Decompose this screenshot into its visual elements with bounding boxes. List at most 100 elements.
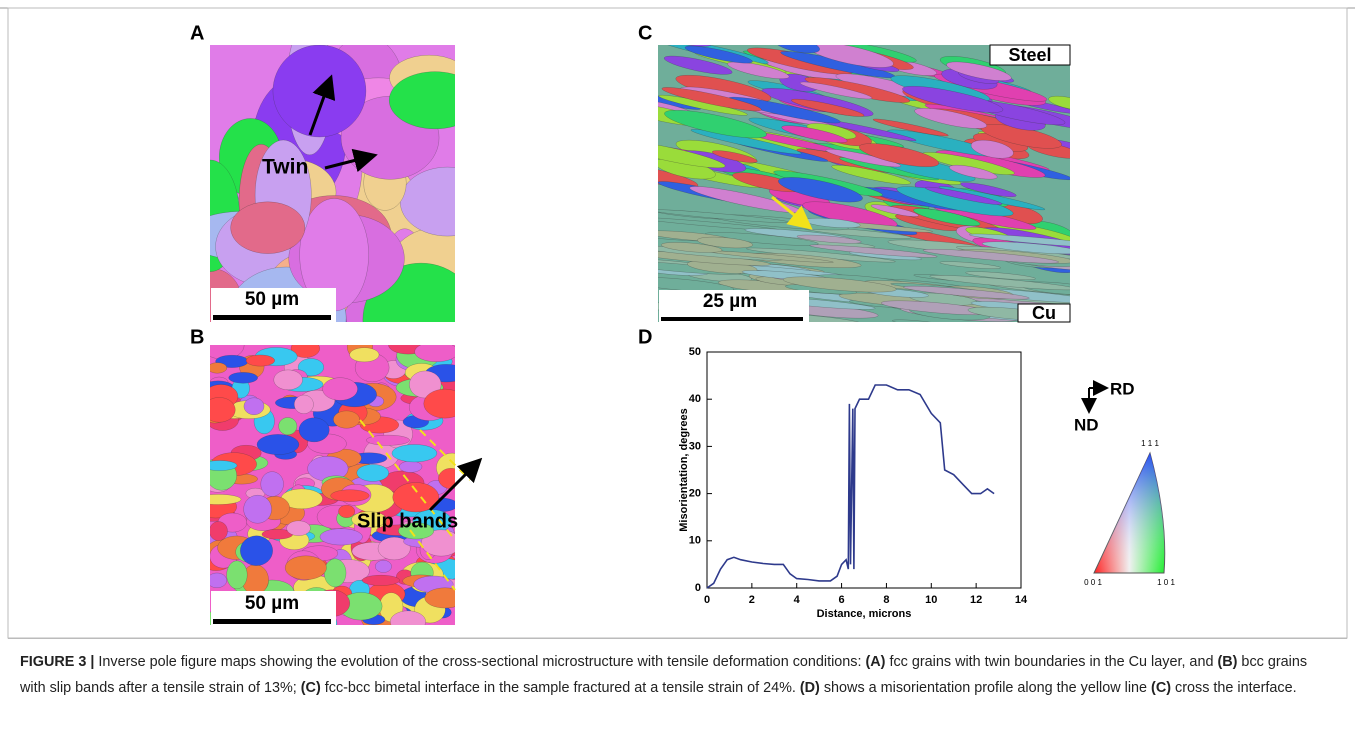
grain [278, 417, 298, 436]
scale-label: 50 µm [245, 593, 299, 614]
x-tick-label: 10 [925, 594, 937, 606]
grain [392, 482, 440, 513]
grain [661, 87, 762, 112]
caption-rule [8, 638, 1347, 639]
grain [240, 535, 273, 566]
grain [799, 81, 873, 100]
grain [981, 241, 1070, 255]
pole-label: 1 0 1 [1157, 578, 1175, 587]
caption-text: shows a misorientation profile along the… [819, 680, 1152, 696]
scale-label: 50 µm [245, 289, 299, 310]
grain [670, 9, 789, 48]
grain [230, 201, 306, 254]
grain [423, 388, 455, 419]
grain [286, 520, 311, 536]
x-tick-label: 0 [704, 594, 710, 606]
scale-bar [213, 315, 331, 320]
grain [924, 186, 1003, 205]
grain [782, 276, 897, 293]
grain [349, 347, 380, 363]
grain [858, 143, 939, 168]
x-tick-label: 14 [1015, 594, 1028, 606]
layer-label: Cu [1032, 303, 1056, 323]
arrow [771, 195, 813, 230]
grain [356, 464, 389, 482]
ipf-triangle-shade [1094, 453, 1165, 573]
panel-label: B [190, 326, 204, 348]
grain [694, 8, 742, 31]
grain [796, 234, 862, 244]
y-tick-label: 30 [689, 440, 701, 452]
grain [391, 444, 438, 463]
grain [913, 208, 981, 227]
grain [902, 86, 1004, 113]
grain [697, 236, 753, 249]
panel-label: C [638, 22, 652, 44]
figure: A Twin 50 µm B Slip bands 50 µm C Steel … [0, 2, 1355, 639]
grain [351, 511, 387, 528]
grain [294, 394, 314, 414]
panel-label: D [638, 326, 652, 348]
grain [243, 494, 272, 524]
x-tick-label: 6 [839, 594, 845, 606]
grain [870, 204, 919, 217]
grain [284, 555, 327, 580]
grain [333, 410, 360, 429]
grain [979, 332, 1091, 346]
caption-bold: (C) [300, 680, 321, 696]
grain [375, 560, 392, 573]
caption-bold: (C) [1151, 680, 1172, 696]
grain [778, 177, 863, 203]
grain [290, 345, 320, 358]
grain [949, 164, 998, 180]
grain [210, 345, 245, 360]
line-chart: 0 2 4 6 8 10 12 14 0 10 20 30 40 50 Distance, microns M… [678, 346, 1028, 620]
y-tick-label: 20 [689, 488, 701, 500]
grain [727, 61, 790, 79]
layer-label: Steel [1008, 45, 1051, 65]
grain [324, 558, 347, 588]
grain [825, 148, 902, 168]
pole-label: 0 0 1 [1084, 578, 1102, 587]
grain [944, 321, 1088, 340]
grain [210, 397, 236, 423]
grain [260, 471, 284, 497]
grain [970, 139, 1014, 159]
grain [891, 319, 943, 322]
x-tick-label: 12 [970, 594, 982, 606]
grain [664, 109, 767, 139]
caption-text: bcc grains with slip bands after a tensi… [20, 654, 1308, 696]
grain [831, 164, 911, 185]
grain [377, 536, 411, 561]
grain [272, 45, 367, 138]
grain [946, 61, 1012, 81]
grain [663, 55, 733, 75]
grain [210, 494, 242, 505]
caption: FIGURE 3 | Inverse pole figure maps show… [20, 649, 1320, 701]
grain [210, 521, 228, 541]
grain [929, 275, 1070, 291]
x-tick-label: 4 [794, 594, 801, 606]
grain [712, 150, 758, 163]
grain [692, 22, 736, 43]
grain [414, 345, 455, 362]
annotation: Twin [262, 156, 308, 179]
grain [256, 434, 300, 455]
grain [649, 2, 722, 31]
y-tick-label: 10 [689, 535, 701, 547]
grain [773, 45, 820, 54]
x-axis-label: Distance, microns [817, 608, 912, 620]
plot-frame [706, 351, 1022, 589]
grain [398, 522, 435, 540]
grain [399, 460, 423, 473]
grain [960, 182, 1017, 197]
grain [424, 587, 455, 609]
grain [781, 125, 848, 143]
grain [903, 285, 1030, 300]
grain [210, 572, 227, 588]
caption-bold: (A) [865, 654, 886, 670]
grain [699, 6, 786, 35]
caption-bold: FIGURE 3 | [20, 654, 95, 670]
grain [809, 244, 938, 258]
